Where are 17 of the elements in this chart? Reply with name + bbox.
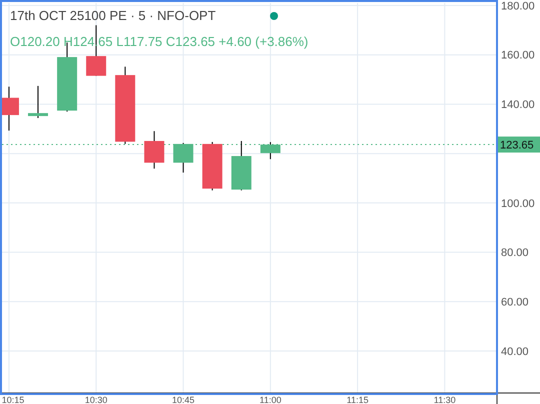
- y-tick-label: 180.00: [501, 0, 535, 12]
- candlestick: [144, 130, 164, 170]
- y-tick-label: 140.00: [501, 99, 535, 112]
- y-tick-label: 40.00: [501, 346, 529, 358]
- x-tick-label: 11:00: [259, 395, 282, 404]
- y-tick-label: 160.00: [501, 50, 535, 62]
- x-tick-label: 10:30: [84, 395, 108, 404]
- x-tick-label: 11:15: [346, 395, 368, 404]
- y-tick-label: 100.00: [501, 198, 535, 210]
- ref-line-label: 123.65: [500, 139, 534, 152]
- chart-title: 17th OCT 25100 PE · 5 · NFO-OPT: [10, 8, 216, 23]
- y-tick-label: 80.00: [501, 247, 529, 260]
- x-tick-label: 10:45: [172, 395, 195, 404]
- candlestick: [28, 85, 48, 119]
- x-tick-label: 11:30: [434, 395, 456, 404]
- y-tick-label: 60.00: [501, 296, 529, 309]
- x-tick-label: 10:15: [2, 395, 24, 404]
